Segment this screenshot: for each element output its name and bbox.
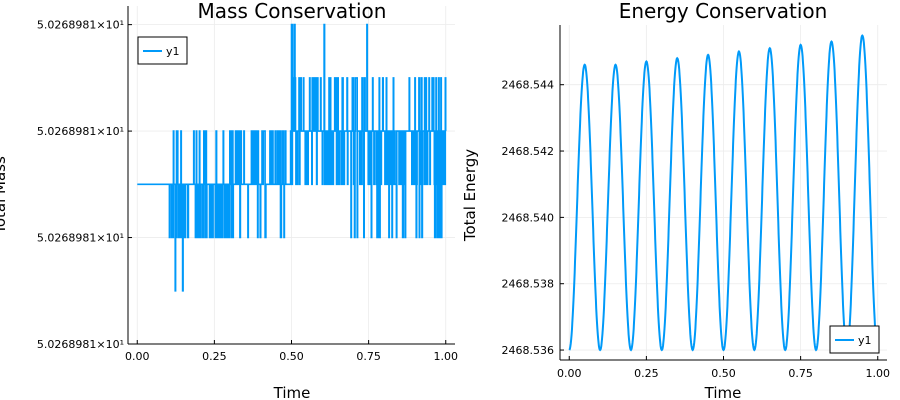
mass-x-tick-label: 1.00 [433, 350, 458, 363]
mass-x-tick-label: 0.00 [125, 350, 150, 363]
energy-y-ticks: 2468.536 2468.538 2468.540 2468.542 2468.544 [502, 79, 564, 357]
energy-y-tick-label: 2468.542 [502, 145, 555, 158]
mass-title: Mass Conservation [198, 0, 387, 23]
energy-y-tick-label: 2468.540 [502, 211, 555, 224]
mass-y-ticks: 5.0268981×10¹ 5.0268981×10¹ 5.0268981×10¹ 5… [37, 19, 132, 351]
energy-x-tick-label: 0.75 [788, 367, 813, 380]
mass-legend-label: y1 [166, 45, 180, 58]
energy-x-tick-label: 0.00 [557, 367, 582, 380]
mass-x-tick-label: 0.75 [356, 350, 381, 363]
energy-series-y1 [568, 34, 879, 352]
energy-x-ticks: 0.00 0.25 0.50 0.75 1.00 [557, 356, 890, 380]
mass-chart: 0.00 0.25 0.50 0.75 1.00 5.0268981×10¹5.0268… [0, 0, 458, 400]
mass-x-ticks: 0.00 0.25 0.50 0.75 1.00 [125, 340, 458, 363]
energy-chart: 0.00 0.25 0.50 0.75 1.00 2468.5362468.538246… [461, 0, 890, 400]
energy-x-tick-label: 0.50 [711, 367, 736, 380]
energy-x-tick-label: 0.25 [634, 367, 659, 380]
mass-x-tick-label: 0.25 [202, 350, 227, 363]
mass-series-y1 [137, 23, 447, 292]
energy-x-tick-label: 1.00 [865, 367, 890, 380]
energy-y-tick-label: 2468.538 [502, 278, 555, 291]
energy-y-tick-label: 2468.536 [502, 344, 555, 357]
energy-xlabel: Time [704, 384, 742, 400]
mass-x-tick-label: 0.50 [279, 350, 304, 363]
mass-y-tick-label: 5.0268981×10¹ [37, 19, 124, 32]
mass-y-tick-label: 5.0268981×10¹ [37, 338, 124, 351]
energy-line-y1 [568, 34, 879, 352]
mass-y-tick-label: 5.0268981×10¹ [37, 232, 124, 245]
energy-legend-label: y1 [858, 334, 872, 347]
energy-legend: y1 [829, 325, 880, 354]
energy-title: Energy Conservation [619, 0, 828, 23]
mass-legend: y1 [137, 36, 188, 65]
energy-ylabel: Total Energy [461, 149, 479, 242]
energy-y-tick-label: 2468.544 [502, 79, 555, 92]
mass-xlabel: Time [273, 384, 311, 400]
mass-ylabel: Total Mass [0, 156, 9, 235]
mass-y-tick-label: 5.0268981×10¹ [37, 125, 124, 138]
mass-line-y1 [137, 23, 447, 292]
